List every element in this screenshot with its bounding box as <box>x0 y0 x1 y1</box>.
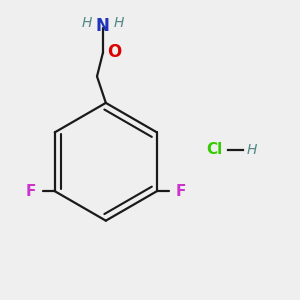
Text: Cl: Cl <box>207 142 223 158</box>
Text: H: H <box>82 16 92 29</box>
Text: F: F <box>176 184 186 199</box>
Text: H: H <box>114 16 124 29</box>
Text: F: F <box>26 184 36 199</box>
Text: H: H <box>246 143 257 157</box>
Text: O: O <box>107 43 121 61</box>
Text: N: N <box>96 17 110 35</box>
